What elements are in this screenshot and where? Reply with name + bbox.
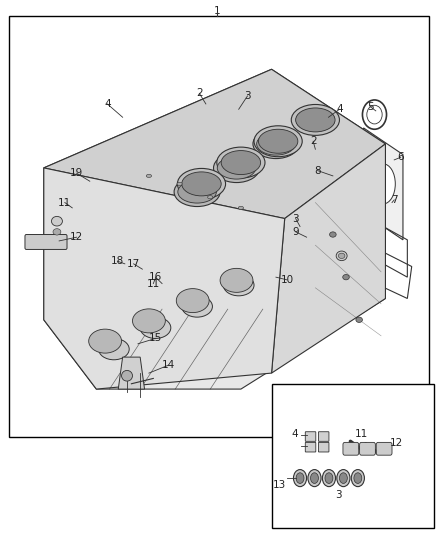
Ellipse shape [351, 470, 364, 487]
FancyBboxPatch shape [343, 442, 359, 455]
Polygon shape [44, 168, 285, 389]
Bar [272, 384, 434, 528]
Ellipse shape [140, 317, 171, 338]
Ellipse shape [356, 317, 363, 322]
Ellipse shape [182, 296, 212, 317]
Ellipse shape [367, 106, 382, 124]
Ellipse shape [178, 181, 216, 203]
FancyBboxPatch shape [376, 442, 392, 455]
FancyBboxPatch shape [305, 442, 316, 452]
Ellipse shape [339, 473, 347, 483]
Text: 4: 4 [336, 104, 343, 114]
Ellipse shape [223, 274, 254, 296]
Ellipse shape [132, 309, 166, 333]
Text: 19: 19 [70, 168, 83, 178]
Ellipse shape [121, 370, 132, 381]
Ellipse shape [308, 470, 321, 487]
Ellipse shape [343, 274, 350, 280]
Polygon shape [364, 128, 403, 240]
Text: 4: 4 [291, 430, 298, 439]
Text: 18: 18 [111, 256, 124, 266]
Text: 3: 3 [292, 214, 299, 223]
Text: 14: 14 [162, 360, 175, 370]
Ellipse shape [371, 164, 396, 204]
Text: 12: 12 [390, 439, 403, 448]
Text: 9: 9 [292, 227, 299, 237]
Ellipse shape [296, 473, 304, 483]
FancyBboxPatch shape [305, 432, 316, 441]
Text: 8: 8 [314, 166, 321, 175]
Text: 2: 2 [196, 88, 203, 98]
Ellipse shape [217, 157, 256, 179]
Ellipse shape [238, 206, 244, 209]
Ellipse shape [296, 109, 335, 131]
Ellipse shape [337, 470, 350, 487]
Polygon shape [44, 69, 385, 219]
Ellipse shape [257, 133, 295, 155]
Text: 10: 10 [280, 275, 293, 285]
Ellipse shape [99, 338, 129, 360]
Text: 6: 6 [397, 152, 404, 162]
FancyBboxPatch shape [360, 442, 375, 455]
Text: 11: 11 [355, 430, 368, 439]
Ellipse shape [253, 130, 299, 159]
FancyBboxPatch shape [318, 442, 329, 452]
Text: 7: 7 [391, 195, 398, 205]
Text: 17: 17 [127, 259, 140, 269]
Ellipse shape [88, 329, 121, 353]
Ellipse shape [293, 470, 307, 487]
Text: 3: 3 [244, 91, 251, 101]
Text: 12: 12 [70, 232, 83, 242]
Ellipse shape [354, 473, 362, 483]
Ellipse shape [291, 104, 339, 135]
Ellipse shape [293, 106, 338, 135]
Text: 4: 4 [104, 99, 111, 109]
Ellipse shape [213, 153, 259, 182]
Text: 16: 16 [149, 272, 162, 282]
Ellipse shape [208, 196, 213, 199]
Text: 11: 11 [147, 279, 160, 288]
Ellipse shape [220, 269, 253, 292]
Ellipse shape [177, 182, 182, 185]
Text: 1: 1 [213, 6, 220, 17]
Text: 5: 5 [367, 102, 374, 111]
Polygon shape [272, 144, 385, 373]
Ellipse shape [336, 251, 347, 261]
Text: 13: 13 [272, 480, 286, 490]
FancyBboxPatch shape [25, 235, 67, 249]
Ellipse shape [176, 289, 209, 312]
Bar [9, 16, 429, 437]
Ellipse shape [52, 216, 63, 226]
Ellipse shape [338, 253, 345, 259]
Ellipse shape [322, 470, 336, 487]
Ellipse shape [325, 473, 333, 483]
Text: 11: 11 [58, 198, 71, 207]
Ellipse shape [329, 232, 336, 237]
Ellipse shape [177, 168, 226, 199]
Ellipse shape [146, 174, 152, 177]
Ellipse shape [182, 172, 221, 196]
Text: 2: 2 [310, 136, 317, 146]
Ellipse shape [311, 473, 318, 483]
Ellipse shape [174, 177, 220, 207]
Ellipse shape [254, 126, 302, 157]
Ellipse shape [217, 147, 265, 178]
FancyBboxPatch shape [318, 432, 329, 441]
Text: 15: 15 [149, 334, 162, 343]
Polygon shape [118, 357, 145, 389]
Text: 3: 3 [335, 490, 342, 499]
Polygon shape [44, 69, 385, 389]
Ellipse shape [221, 150, 261, 175]
Ellipse shape [258, 130, 298, 154]
Ellipse shape [296, 108, 335, 132]
Ellipse shape [53, 229, 61, 235]
